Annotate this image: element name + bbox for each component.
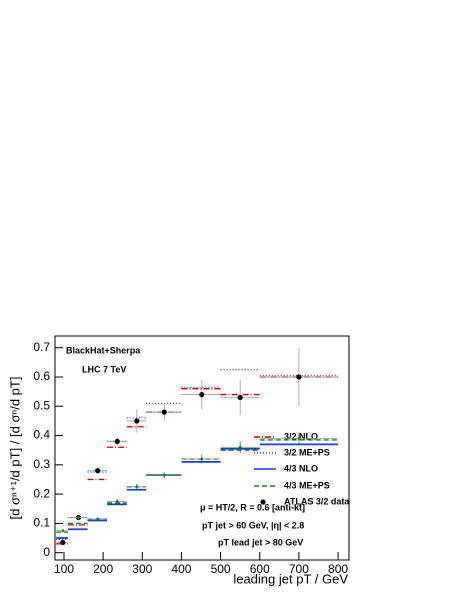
- x-tick-label: 400: [171, 562, 191, 576]
- x-tick-label: 300: [132, 562, 152, 576]
- x-tick-label: 200: [93, 562, 113, 576]
- legend-label: 3/2 NLO: [284, 431, 318, 441]
- y-tick-label: 0.5: [33, 398, 50, 412]
- y-tick-label: 0.6: [33, 369, 50, 383]
- plot-frame: [54, 335, 350, 561]
- x-tick-label: 500: [211, 562, 231, 576]
- data-point: [96, 517, 100, 521]
- x-tick-label: 100: [54, 562, 74, 576]
- y-axis-label: [d σⁿ⁺¹/d pT] / [d σⁿ/d pT]: [7, 377, 22, 520]
- data-point: [162, 473, 166, 477]
- data-point: [200, 457, 204, 461]
- annotation: pT jet > 60 GeV, |η| < 2.8: [202, 520, 304, 530]
- data-point: [77, 516, 80, 519]
- data-point: [61, 529, 65, 533]
- annotation: μ = HT/2, R = 0.6 [anti-kt]: [200, 502, 305, 512]
- data-point: [114, 438, 120, 445]
- data-point: [237, 394, 243, 401]
- data-point: [95, 468, 101, 474]
- y-tick-label: 0.7: [33, 340, 50, 354]
- data-point: [199, 391, 205, 398]
- annotation: pT lead jet > 80 GeV: [218, 537, 303, 547]
- y-tick-label: 0.2: [33, 486, 50, 500]
- x-axis-label: leading jet pT / GeV: [233, 571, 348, 586]
- x-tick-label: 600: [250, 562, 270, 576]
- data-point: [161, 409, 167, 415]
- legend-marker: [260, 499, 266, 505]
- data-point: [134, 418, 140, 424]
- y-tick-label: 0: [43, 545, 50, 559]
- data-point: [115, 500, 119, 503]
- y-tick-label: 0.1: [33, 516, 50, 530]
- annotation: BlackHat+Sherpa: [66, 345, 141, 355]
- annotation: LHC 7 TeV: [82, 364, 126, 374]
- legend-label: 3/2 ME+PS: [284, 447, 330, 457]
- data-point: [238, 445, 242, 449]
- data-point: [60, 539, 66, 546]
- legend-label: 4/3 NLO: [284, 463, 318, 473]
- y-tick-label: 0.3: [33, 457, 50, 471]
- x-tick-label: 700: [289, 562, 309, 576]
- data-point: [135, 485, 139, 489]
- x-tick-label: 800: [328, 562, 348, 576]
- legend-label: ATLAS 3/2 data: [284, 496, 350, 506]
- data-point: [296, 374, 302, 380]
- y-tick-label: 0.4: [33, 428, 50, 442]
- legend-label: 4/3 ME+PS: [284, 480, 330, 490]
- data-point: [297, 437, 301, 440]
